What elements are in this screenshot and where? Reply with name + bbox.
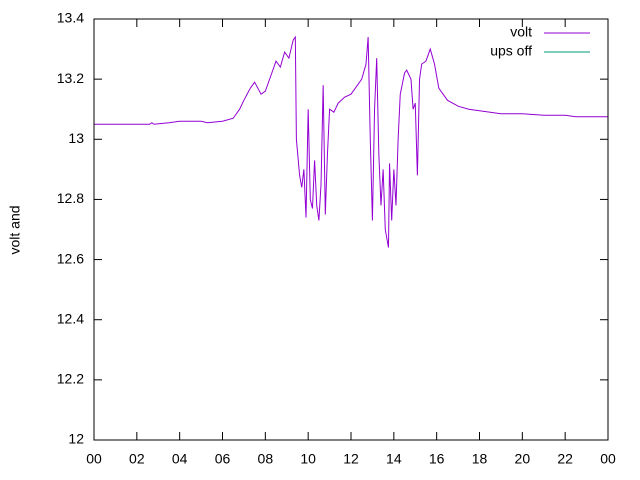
y-tick-label: 13.4 [57, 10, 84, 26]
y-tick-label: 12.8 [57, 190, 84, 206]
x-tick-label: 02 [129, 451, 145, 467]
x-tick-label: 16 [429, 451, 445, 467]
x-tick-label: 00 [600, 451, 616, 467]
y-tick-label: 13.2 [57, 70, 84, 86]
y-axis-label: volt and [7, 205, 23, 254]
y-tick-label: 12.4 [57, 310, 84, 326]
x-tick-label: 04 [172, 451, 188, 467]
plot-border [93, 18, 609, 441]
x-tick-label: 10 [300, 451, 316, 467]
y-tick-label: 12.2 [57, 371, 84, 387]
x-tick-label: 14 [386, 451, 402, 467]
series-line [94, 35, 608, 248]
x-tick-label: 00 [86, 451, 102, 467]
y-tick-label: 12.6 [57, 250, 84, 266]
x-tick-label: 06 [215, 451, 231, 467]
legend-label: ups off [490, 43, 532, 59]
x-tick-label: 12 [343, 451, 359, 467]
y-tick-label: 13 [68, 130, 84, 146]
x-tick-label: 18 [472, 451, 488, 467]
x-tick-label: 22 [557, 451, 573, 467]
x-tick-label: 20 [515, 451, 531, 467]
x-tick-label: 08 [258, 451, 274, 467]
y-tick-label: 12 [68, 431, 84, 447]
legend-label: volt [510, 24, 532, 40]
